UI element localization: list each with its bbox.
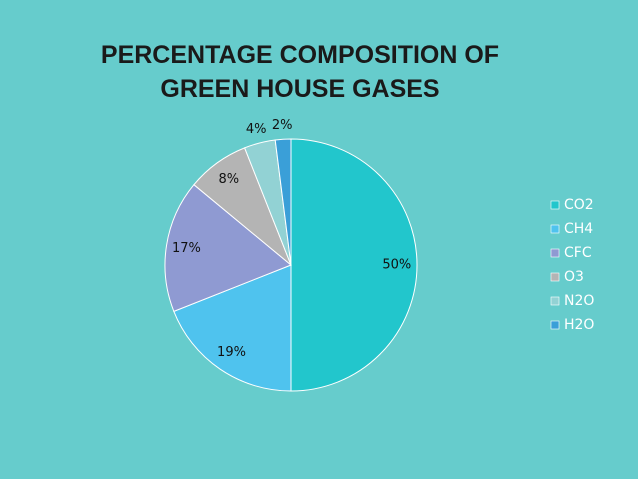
legend-label: N2O (564, 293, 594, 309)
legend-swatch (550, 200, 560, 210)
data-label: 8% (218, 172, 239, 187)
pie-slice (290, 138, 418, 392)
pie-slice (173, 264, 292, 392)
legend-label: CO2 (564, 197, 594, 213)
data-label: 17% (172, 241, 201, 256)
chart-title: PERCENTAGE COMPOSITION OF GREEN HOUSE GA… (100, 41, 500, 103)
legend-swatch (550, 296, 560, 306)
legend-label: O3 (564, 269, 584, 285)
legend-label: CFC (564, 245, 592, 261)
data-label: 4% (246, 122, 267, 137)
pie-slice (274, 138, 292, 266)
data-label: 50% (382, 258, 411, 273)
legend-swatch (550, 272, 560, 282)
data-label: 2% (272, 118, 293, 133)
legend-swatch (550, 224, 560, 234)
legend-label: H2O (564, 317, 594, 333)
pie-slice (164, 183, 292, 313)
legend-swatch (550, 320, 560, 330)
legend-label: CH4 (564, 221, 593, 237)
legend-swatch (550, 248, 560, 258)
data-label: 19% (217, 345, 246, 360)
